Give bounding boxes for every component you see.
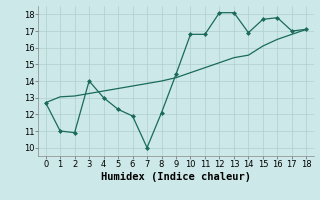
X-axis label: Humidex (Indice chaleur): Humidex (Indice chaleur): [101, 172, 251, 182]
